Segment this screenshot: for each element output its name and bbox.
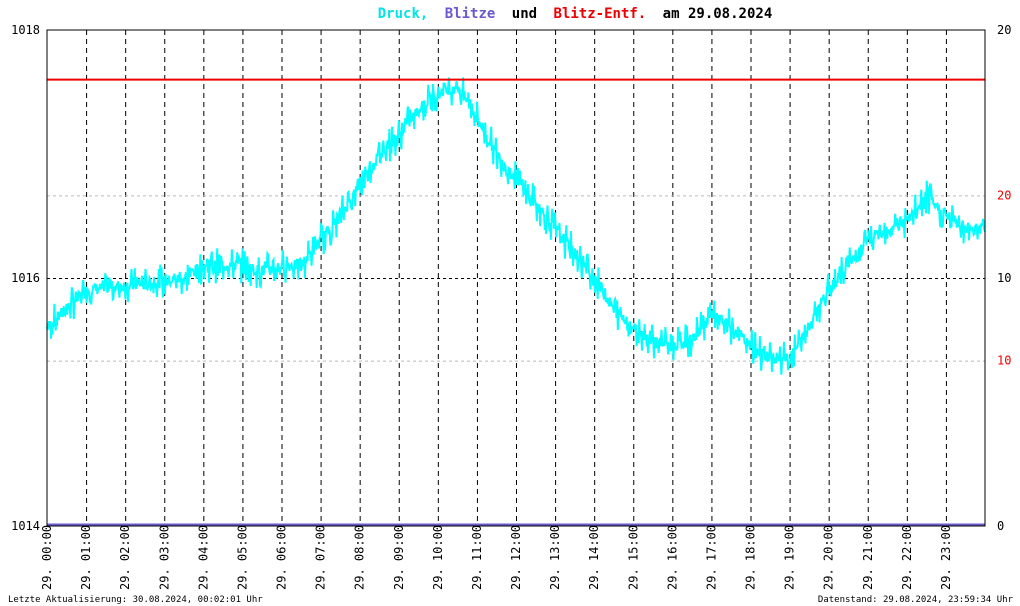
x-axis: 29. 00:00 29. 01:00 29. 02:00 29. 03:00 29. …	[40, 525, 953, 590]
x-tick-label: 29. 10:00	[431, 525, 445, 590]
left-axis: 1014 1016 1018	[11, 23, 40, 533]
x-tick-label: 29. 16:00	[665, 525, 679, 590]
x-tick-label: 29. 15:00	[626, 525, 640, 590]
right-count-tick-label: 20	[997, 23, 1011, 37]
series-pressure	[46, 77, 986, 375]
x-tick-label: 29. 01:00	[79, 525, 93, 590]
title-und: und	[512, 6, 537, 22]
x-tick-label: 29. 06:00	[275, 525, 289, 590]
x-tick-label: 29. 03:00	[157, 525, 171, 590]
footer-data-status: Datenstand: 29.08.2024, 23:59:34 Uhr	[818, 595, 1014, 605]
left-tick-label: 1014	[11, 519, 40, 533]
x-tick-label: 29. 22:00	[900, 525, 914, 590]
right-dist-tick-label: 10	[997, 354, 1011, 368]
right-count-tick-label: 10	[997, 271, 1011, 285]
x-tick-label: 29. 12:00	[509, 525, 523, 590]
left-tick-label: 1016	[11, 271, 40, 285]
x-tick-label: 29. 20:00	[822, 525, 836, 590]
x-tick-label: 29. 09:00	[392, 525, 406, 590]
grid	[47, 30, 985, 526]
x-tick-label: 29. 14:00	[587, 525, 601, 590]
left-tick-label: 1018	[11, 23, 40, 37]
x-tick-label: 29. 21:00	[861, 525, 875, 590]
series-layer	[46, 77, 986, 527]
x-tick-label: 29. 23:00	[939, 525, 953, 590]
right-axis: 0 10 20 10 20	[997, 23, 1011, 533]
title-date: am 29.08.2024	[663, 6, 773, 22]
footer-last-update: Letzte Aktualisierung: 30.08.2024, 00:02…	[8, 595, 263, 605]
x-tick-label: 29. 04:00	[196, 525, 210, 590]
right-count-tick-label: 0	[997, 519, 1004, 533]
right-dist-tick-label: 20	[997, 188, 1011, 202]
chart-title: Druck, Blitze und Blitz-Entf. am 29.08.2…	[378, 6, 773, 22]
x-tick-label: 29. 19:00	[783, 525, 797, 590]
plot-frame	[46, 29, 986, 527]
x-tick-label: 29. 11:00	[470, 525, 484, 590]
x-tick-label: 29. 13:00	[548, 525, 562, 590]
x-tick-label: 29. 05:00	[235, 525, 249, 590]
title-blitze: Blitze	[445, 6, 496, 22]
x-tick-label: 29. 07:00	[314, 525, 328, 590]
title-blitz-entf: Blitz-Entf.	[554, 6, 647, 22]
x-tick-label: 29. 02:00	[118, 525, 132, 590]
x-tick-label: 29. 08:00	[353, 525, 367, 590]
title-druck: Druck,	[378, 6, 429, 22]
x-tick-label: 29. 17:00	[704, 525, 718, 590]
x-tick-label: 29. 00:00	[40, 525, 54, 590]
x-tick-label: 29. 18:00	[744, 525, 758, 590]
